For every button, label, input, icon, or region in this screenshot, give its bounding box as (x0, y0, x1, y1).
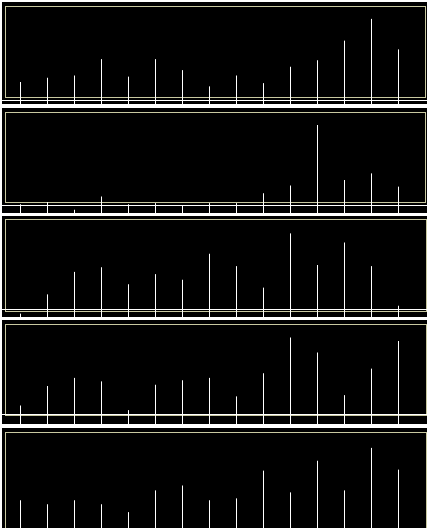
chart-panel-3 (2, 216, 427, 317)
chart-panel-2 (2, 108, 427, 213)
chart-panel-1 (2, 2, 427, 104)
chart-5-svg (2, 428, 427, 528)
chart-2-svg (2, 108, 427, 213)
plot-frame (6, 7, 426, 98)
plot-frame (6, 220, 427, 312)
chart-4-svg (2, 320, 427, 424)
plot-frame (6, 325, 427, 416)
chart-1-svg (2, 2, 427, 104)
plot-frame (6, 433, 427, 528)
chart-panel-4 (2, 320, 427, 424)
plot-frame (6, 113, 426, 203)
chart-panel-5 (2, 428, 427, 528)
chart-3-svg (2, 216, 427, 317)
